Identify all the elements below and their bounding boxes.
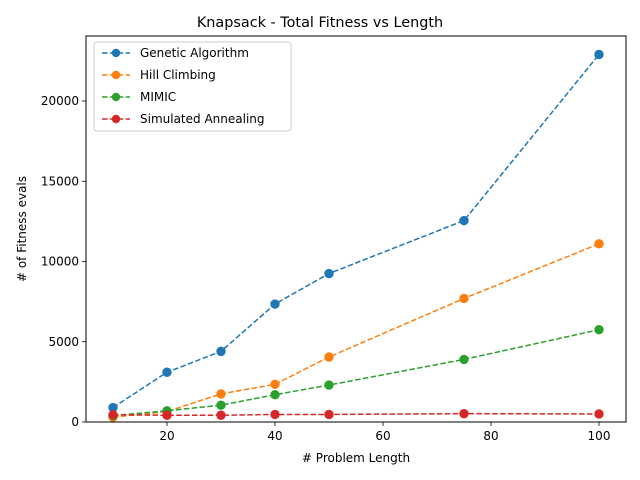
data-point: [162, 367, 172, 377]
plot-frame: [85, 35, 627, 423]
x-axis: 20 40 60 80 100: [159, 422, 610, 443]
data-point: [324, 268, 334, 279]
data-point: [594, 239, 604, 249]
series-line: [112, 243, 600, 418]
data-point: [459, 215, 469, 226]
data-point: [324, 352, 334, 362]
data-point: [459, 354, 469, 365]
y-tick-label: 0: [71, 415, 79, 429]
x-tick-label: 40: [267, 429, 282, 443]
x-axis-label: # Problem Length: [302, 451, 410, 465]
legend-item: Simulated Annealing: [102, 112, 265, 126]
legend-label: Simulated Annealing: [140, 112, 265, 126]
legend-box: [93, 41, 292, 132]
data-point: [324, 380, 334, 390]
plot-area: [108, 49, 604, 422]
data-point: [324, 409, 334, 420]
legend-item: Hill Climbing: [102, 68, 216, 82]
legend-label: Hill Climbing: [140, 68, 216, 82]
y-tick-label: 10000: [41, 255, 79, 269]
series-0: [108, 49, 604, 413]
y-tick-label: 20000: [41, 94, 79, 108]
y-tick-label: 5000: [48, 335, 79, 349]
data-point: [459, 408, 469, 419]
legend-item: Genetic Algorithm: [102, 46, 249, 60]
y-tick-label: 15000: [41, 174, 79, 188]
series-line: [112, 328, 600, 417]
data-point: [594, 409, 604, 419]
y-axis-label: # of Fitness evals: [15, 176, 29, 282]
data-point: [270, 409, 280, 420]
series-3: [108, 408, 604, 420]
data-point: [270, 390, 280, 400]
legend-item: MIMIC: [102, 90, 176, 104]
x-tick-label: 60: [375, 429, 390, 443]
chart-title: Knapsack - Total Fitness vs Length: [197, 15, 443, 31]
data-point: [108, 410, 118, 420]
data-point: [270, 299, 280, 309]
legend-label: MIMIC: [140, 90, 176, 104]
series-1: [108, 239, 604, 422]
data-point: [594, 325, 604, 335]
legend-marker: [111, 70, 121, 80]
legend-marker: [111, 114, 121, 124]
x-tick-label: 100: [588, 429, 611, 443]
data-point: [162, 410, 172, 420]
legend: Genetic Algorithm Hill Climbing MIMIC Simul…: [93, 41, 292, 132]
data-point: [216, 410, 226, 420]
data-point: [270, 379, 280, 389]
series-line: [112, 412, 600, 417]
data-point: [216, 389, 226, 399]
legend-marker: [111, 48, 121, 58]
data-point: [594, 49, 604, 60]
y-axis: 0 5000 10000 15000 20000: [41, 94, 86, 429]
data-point: [216, 400, 226, 410]
data-point: [459, 293, 469, 304]
legend-marker: [111, 92, 121, 102]
legend-label: Genetic Algorithm: [140, 46, 249, 60]
x-tick-label: 80: [483, 429, 498, 443]
data-point: [216, 346, 226, 357]
x-tick-label: 20: [159, 429, 174, 443]
